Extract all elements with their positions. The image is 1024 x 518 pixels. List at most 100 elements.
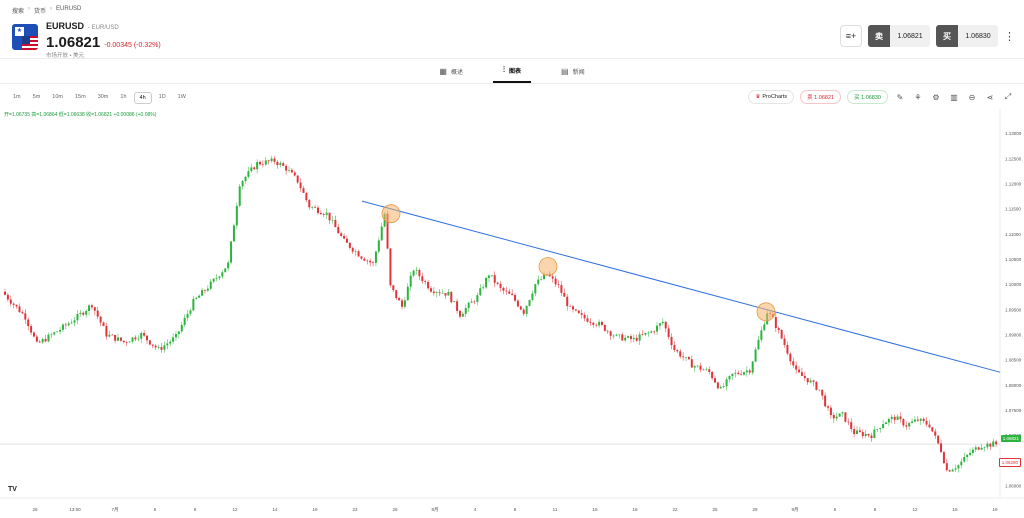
candle-body (890, 416, 893, 419)
toolbar-sell-button[interactable]: 卖 1.06821 (800, 90, 842, 104)
candle-body (560, 285, 563, 293)
candle-body (832, 415, 835, 419)
x-tick-label: 8月 (431, 507, 438, 513)
y-tick-label: 1.07500 (1005, 408, 1022, 413)
candle-body (38, 341, 41, 343)
share-icon[interactable]: ⋖ (986, 92, 994, 102)
timeframe-10m[interactable]: 10m (52, 94, 63, 100)
settings-gear-icon[interactable]: ⚙ (932, 92, 940, 102)
candle-body (244, 176, 247, 182)
candle-body (163, 345, 166, 350)
candle-body (230, 241, 233, 263)
candle-body (372, 262, 375, 263)
candle-body (177, 331, 180, 335)
draw-pencil-icon[interactable]: ✎ (896, 92, 904, 102)
candle-body (905, 425, 908, 427)
trend-touch-marker (756, 302, 776, 322)
timeframe-1m[interactable]: 1m (13, 94, 21, 100)
sell-button[interactable]: 卖 1.06821 (868, 25, 930, 47)
candle-body (59, 329, 62, 332)
candle-body (635, 337, 638, 341)
candle-body (745, 370, 748, 373)
indicators-icon[interactable]: ⚘ (914, 92, 922, 102)
candle-body (812, 380, 815, 382)
candle-body (389, 248, 392, 286)
candle-body (983, 447, 986, 448)
candle-body (644, 332, 647, 335)
candle-body (380, 226, 383, 241)
candle-body (241, 181, 244, 187)
candlestick-chart[interactable]: 1.13000 1.12500 1.12000 1.11500 1.11000 1.105… (0, 108, 1024, 518)
fullscreen-icon[interactable]: ⤢ (1004, 92, 1012, 101)
candle-body (198, 295, 201, 298)
x-tick-label: 14 (272, 507, 278, 512)
candle-body (653, 331, 656, 333)
sell-label: 卖 (868, 25, 890, 47)
toolbar-buy-button[interactable]: 买 1.06830 (847, 90, 888, 104)
x-tick-label: 15 (952, 507, 958, 512)
timeframe-30m[interactable]: 30m (97, 94, 109, 100)
tab-chart[interactable]: ⫶ 图表 (492, 59, 531, 83)
candle-body (948, 470, 951, 472)
candle-body (884, 422, 887, 425)
trend-touch-marker (538, 257, 558, 276)
timeframe-1w[interactable]: 1W (177, 94, 186, 100)
breadcrumb-currency[interactable]: 货币 (34, 9, 47, 15)
candle-body (111, 334, 114, 336)
tab-overview[interactable]: ▦ 概述 (429, 59, 473, 83)
timeframe-15m[interactable]: 15m (74, 94, 86, 100)
buy-button[interactable]: 买 1.06830 (936, 25, 998, 47)
candle-body (693, 366, 696, 368)
candle-body (314, 206, 317, 208)
candle-body (137, 338, 140, 340)
candle-body (940, 443, 943, 453)
candle-body (505, 290, 508, 292)
candle-body (624, 337, 627, 341)
timeframe-1h[interactable]: 1h (120, 94, 127, 100)
candle-body (934, 431, 937, 436)
timeframe-5m[interactable]: 5m (32, 94, 41, 100)
news-icon: ▤ (561, 66, 569, 76)
candle-body (334, 219, 337, 228)
candle-body (322, 214, 325, 215)
candle-body (650, 331, 653, 333)
candle-body (96, 310, 99, 317)
candle-body (519, 306, 522, 310)
watchlist-add-icon[interactable]: ≡+ (840, 25, 862, 47)
candle-body (79, 312, 82, 315)
tradingview-logo: TV (8, 486, 17, 493)
more-options-icon[interactable]: ⋮ (1004, 30, 1015, 43)
candle-body (757, 339, 760, 350)
candle-body (261, 164, 264, 165)
candle-body (554, 278, 557, 285)
candle-body (296, 175, 299, 183)
chart-type-icon[interactable]: ▥ (950, 92, 958, 102)
tab-label: 概述 (450, 69, 463, 76)
candle-body (922, 418, 925, 421)
candle-body (809, 380, 812, 383)
candle-body (473, 301, 476, 303)
zoom-out-icon[interactable]: ⊖ (968, 92, 976, 102)
candles-icon: ⫶ (502, 65, 505, 74)
candle-body (511, 293, 514, 295)
procharts-button[interactable]: ♛ ProCharts (748, 90, 795, 104)
x-tick-label: 29 (752, 507, 758, 512)
candle-body (516, 300, 519, 307)
candle-body (273, 158, 276, 162)
tab-news[interactable]: ▤ 新闻 (551, 59, 595, 83)
candle-body (467, 302, 470, 309)
candle-body (406, 286, 409, 301)
candle-body (806, 378, 809, 383)
candle-body (99, 316, 102, 323)
candle-body (102, 322, 105, 327)
candle-body (960, 461, 963, 466)
price-change: -0.00345 (-0.32%) (104, 41, 161, 49)
candle-body (664, 321, 667, 329)
candle-body (638, 334, 641, 341)
breadcrumb-search[interactable]: 搜索 (12, 9, 25, 15)
timeframe-4h[interactable]: 4h (133, 92, 152, 104)
timeframe-1d[interactable]: 1D (158, 94, 166, 100)
candle-body (725, 379, 728, 387)
candle-body (218, 276, 221, 278)
candle-body (21, 312, 24, 314)
